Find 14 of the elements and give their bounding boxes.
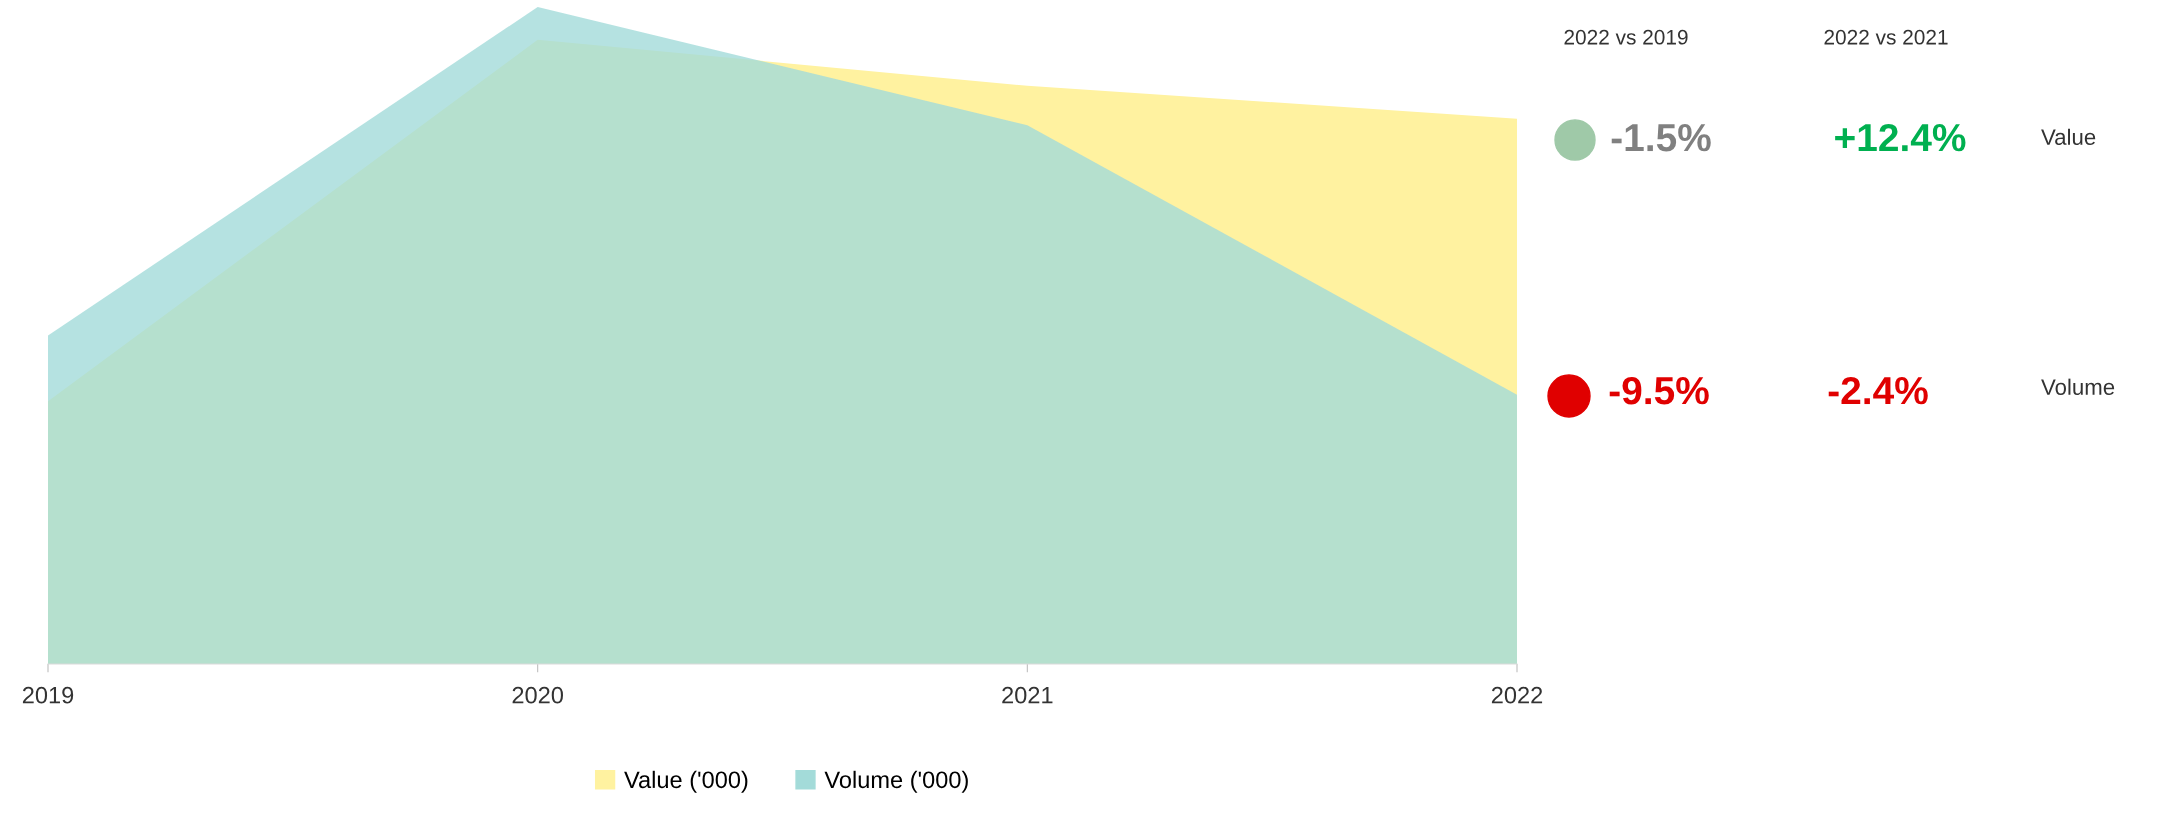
legend-label: Volume ('000) (824, 770, 968, 793)
text: -1.5% (1611, 124, 1711, 152)
text: -2.4% (1828, 376, 1928, 405)
x-tick-label: 2019 (22, 686, 74, 704)
text: 2022 vs 2021 (1824, 29, 1948, 45)
x-tick-label: 2020 (512, 686, 564, 704)
text: 2022 vs 2019 (1564, 29, 1688, 45)
x-tick-label: 2021 (1002, 686, 1053, 704)
text: +12.4% (1835, 123, 1966, 152)
text: -9.5% (1609, 376, 1709, 405)
text: Volume (2041, 378, 2115, 395)
legend-label: Value ('000) (624, 770, 748, 793)
text: Value (2041, 128, 2096, 145)
x-tick-label: 2022 (1491, 686, 1543, 704)
